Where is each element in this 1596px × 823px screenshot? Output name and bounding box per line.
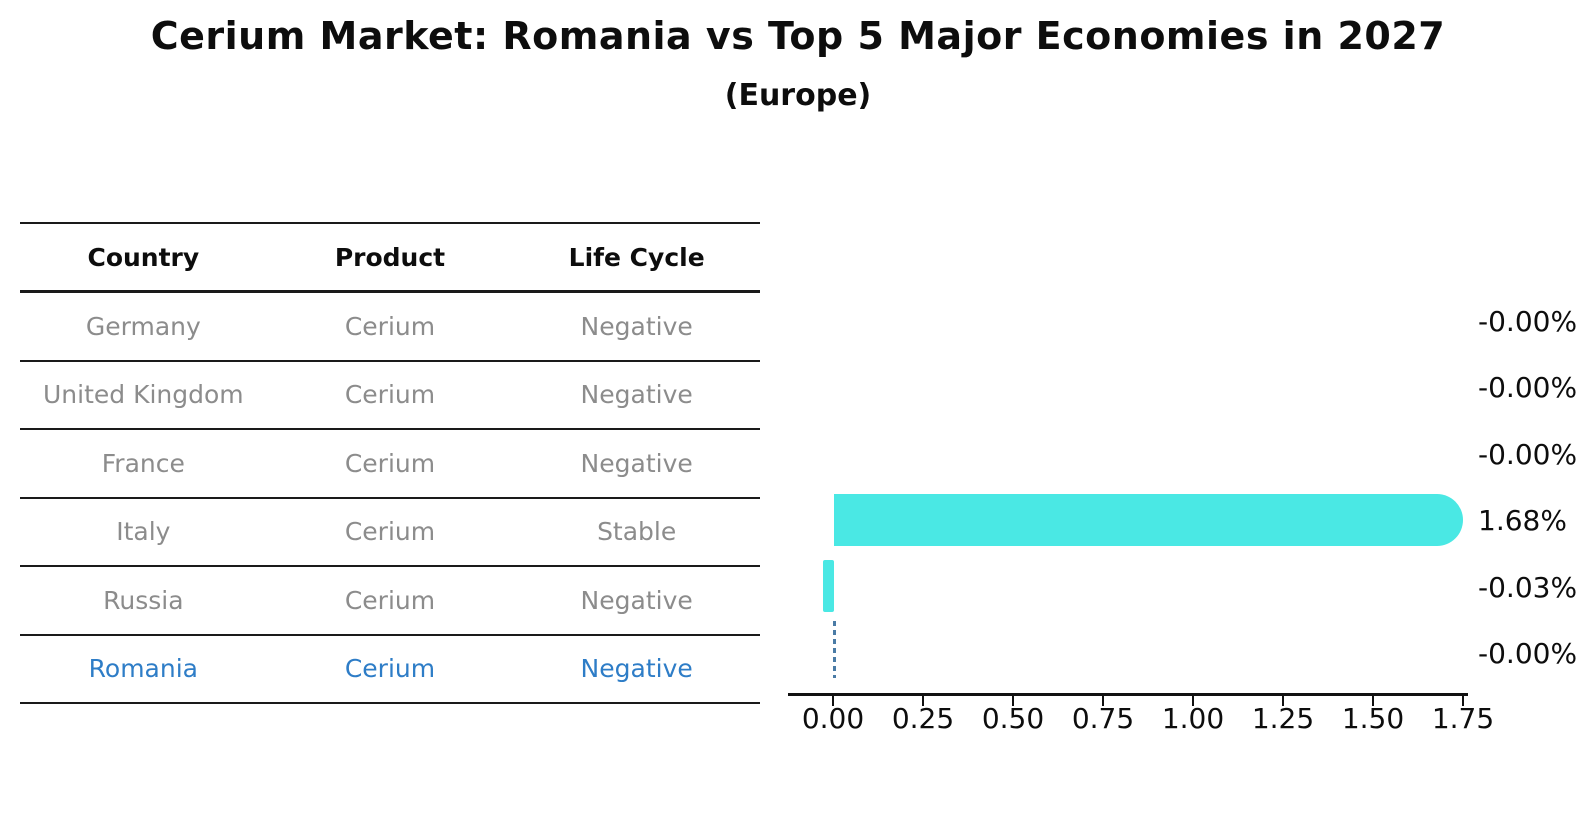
- bar-italy: [834, 494, 1463, 546]
- x-axis-tick-mark: [832, 696, 834, 706]
- x-axis-tick-label: 0.50: [981, 702, 1045, 735]
- col-header-lifecycle: Life Cycle: [513, 223, 760, 293]
- x-axis-tick-label: 1.50: [1341, 702, 1405, 735]
- value-label-united-kingdom: -0.00%: [1478, 371, 1578, 404]
- cell-country: United Kingdom: [20, 360, 267, 430]
- table-row-russia: Russia Cerium Negative: [20, 566, 760, 636]
- cell-country: France: [20, 429, 267, 499]
- cell-lifecycle: Negative: [513, 360, 760, 430]
- x-axis-tick-mark: [1282, 696, 1284, 706]
- x-axis-tick-label: 0.75: [1071, 702, 1135, 735]
- romania-zero-dashed-line: [833, 621, 836, 678]
- table-row-germany: Germany Cerium Negative: [20, 291, 760, 362]
- x-axis-tick-label: 1.00: [1161, 702, 1225, 735]
- chart-subtitle: (Europe): [724, 78, 872, 113]
- x-axis-tick-label: 0.00: [801, 702, 865, 735]
- cell-lifecycle: Negative: [513, 429, 760, 499]
- x-axis-line: [788, 693, 1468, 696]
- x-axis-tick-mark: [1102, 696, 1104, 706]
- cell-lifecycle: Negative: [513, 566, 760, 636]
- chart-title: Cerium Market: Romania vs Top 5 Major Ec…: [150, 14, 1446, 58]
- table-header-row: Country Product Life Cycle: [20, 223, 760, 293]
- country-table: Country Product Life Cycle Germany Ceriu…: [20, 222, 760, 704]
- table-row-italy: Italy Cerium Stable: [20, 497, 760, 567]
- value-label-italy: 1.68%: [1478, 504, 1567, 537]
- x-axis-tick-label: 1.75: [1431, 702, 1495, 735]
- value-label-russia: -0.03%: [1478, 571, 1578, 604]
- x-axis-tick-mark: [1372, 696, 1374, 706]
- cell-lifecycle: Stable: [513, 497, 760, 567]
- cell-country: Germany: [20, 291, 267, 362]
- cell-country: Italy: [20, 497, 267, 567]
- cell-country: Russia: [20, 566, 267, 636]
- bar-russia: [823, 560, 834, 612]
- x-axis-tick-mark: [1012, 696, 1014, 706]
- table-row-romania-highlighted: Romania Cerium Negative: [20, 634, 760, 704]
- table-row-united-kingdom: United Kingdom Cerium Negative: [20, 360, 760, 430]
- x-axis-tick-mark: [1192, 696, 1194, 706]
- col-header-product: Product: [266, 223, 514, 293]
- cell-product: Cerium: [266, 291, 514, 362]
- x-axis-tick-label: 1.25: [1251, 702, 1315, 735]
- cell-country: Romania: [20, 634, 267, 704]
- cell-lifecycle: Negative: [513, 291, 760, 362]
- cell-product: Cerium: [266, 360, 514, 430]
- x-axis-tick-mark: [922, 696, 924, 706]
- value-label-romania: -0.00%: [1478, 637, 1578, 670]
- cell-product: Cerium: [266, 429, 514, 499]
- cell-product: Cerium: [266, 497, 514, 567]
- table-row-france: France Cerium Negative: [20, 429, 760, 499]
- cell-lifecycle: Negative: [513, 634, 760, 704]
- cell-product: Cerium: [266, 634, 514, 704]
- col-header-country: Country: [20, 223, 267, 293]
- cell-product: Cerium: [266, 566, 514, 636]
- x-axis-tick-label: 0.25: [891, 702, 955, 735]
- value-label-germany: -0.00%: [1478, 305, 1578, 338]
- value-label-france: -0.00%: [1478, 438, 1578, 471]
- x-axis-tick-mark: [1462, 696, 1464, 706]
